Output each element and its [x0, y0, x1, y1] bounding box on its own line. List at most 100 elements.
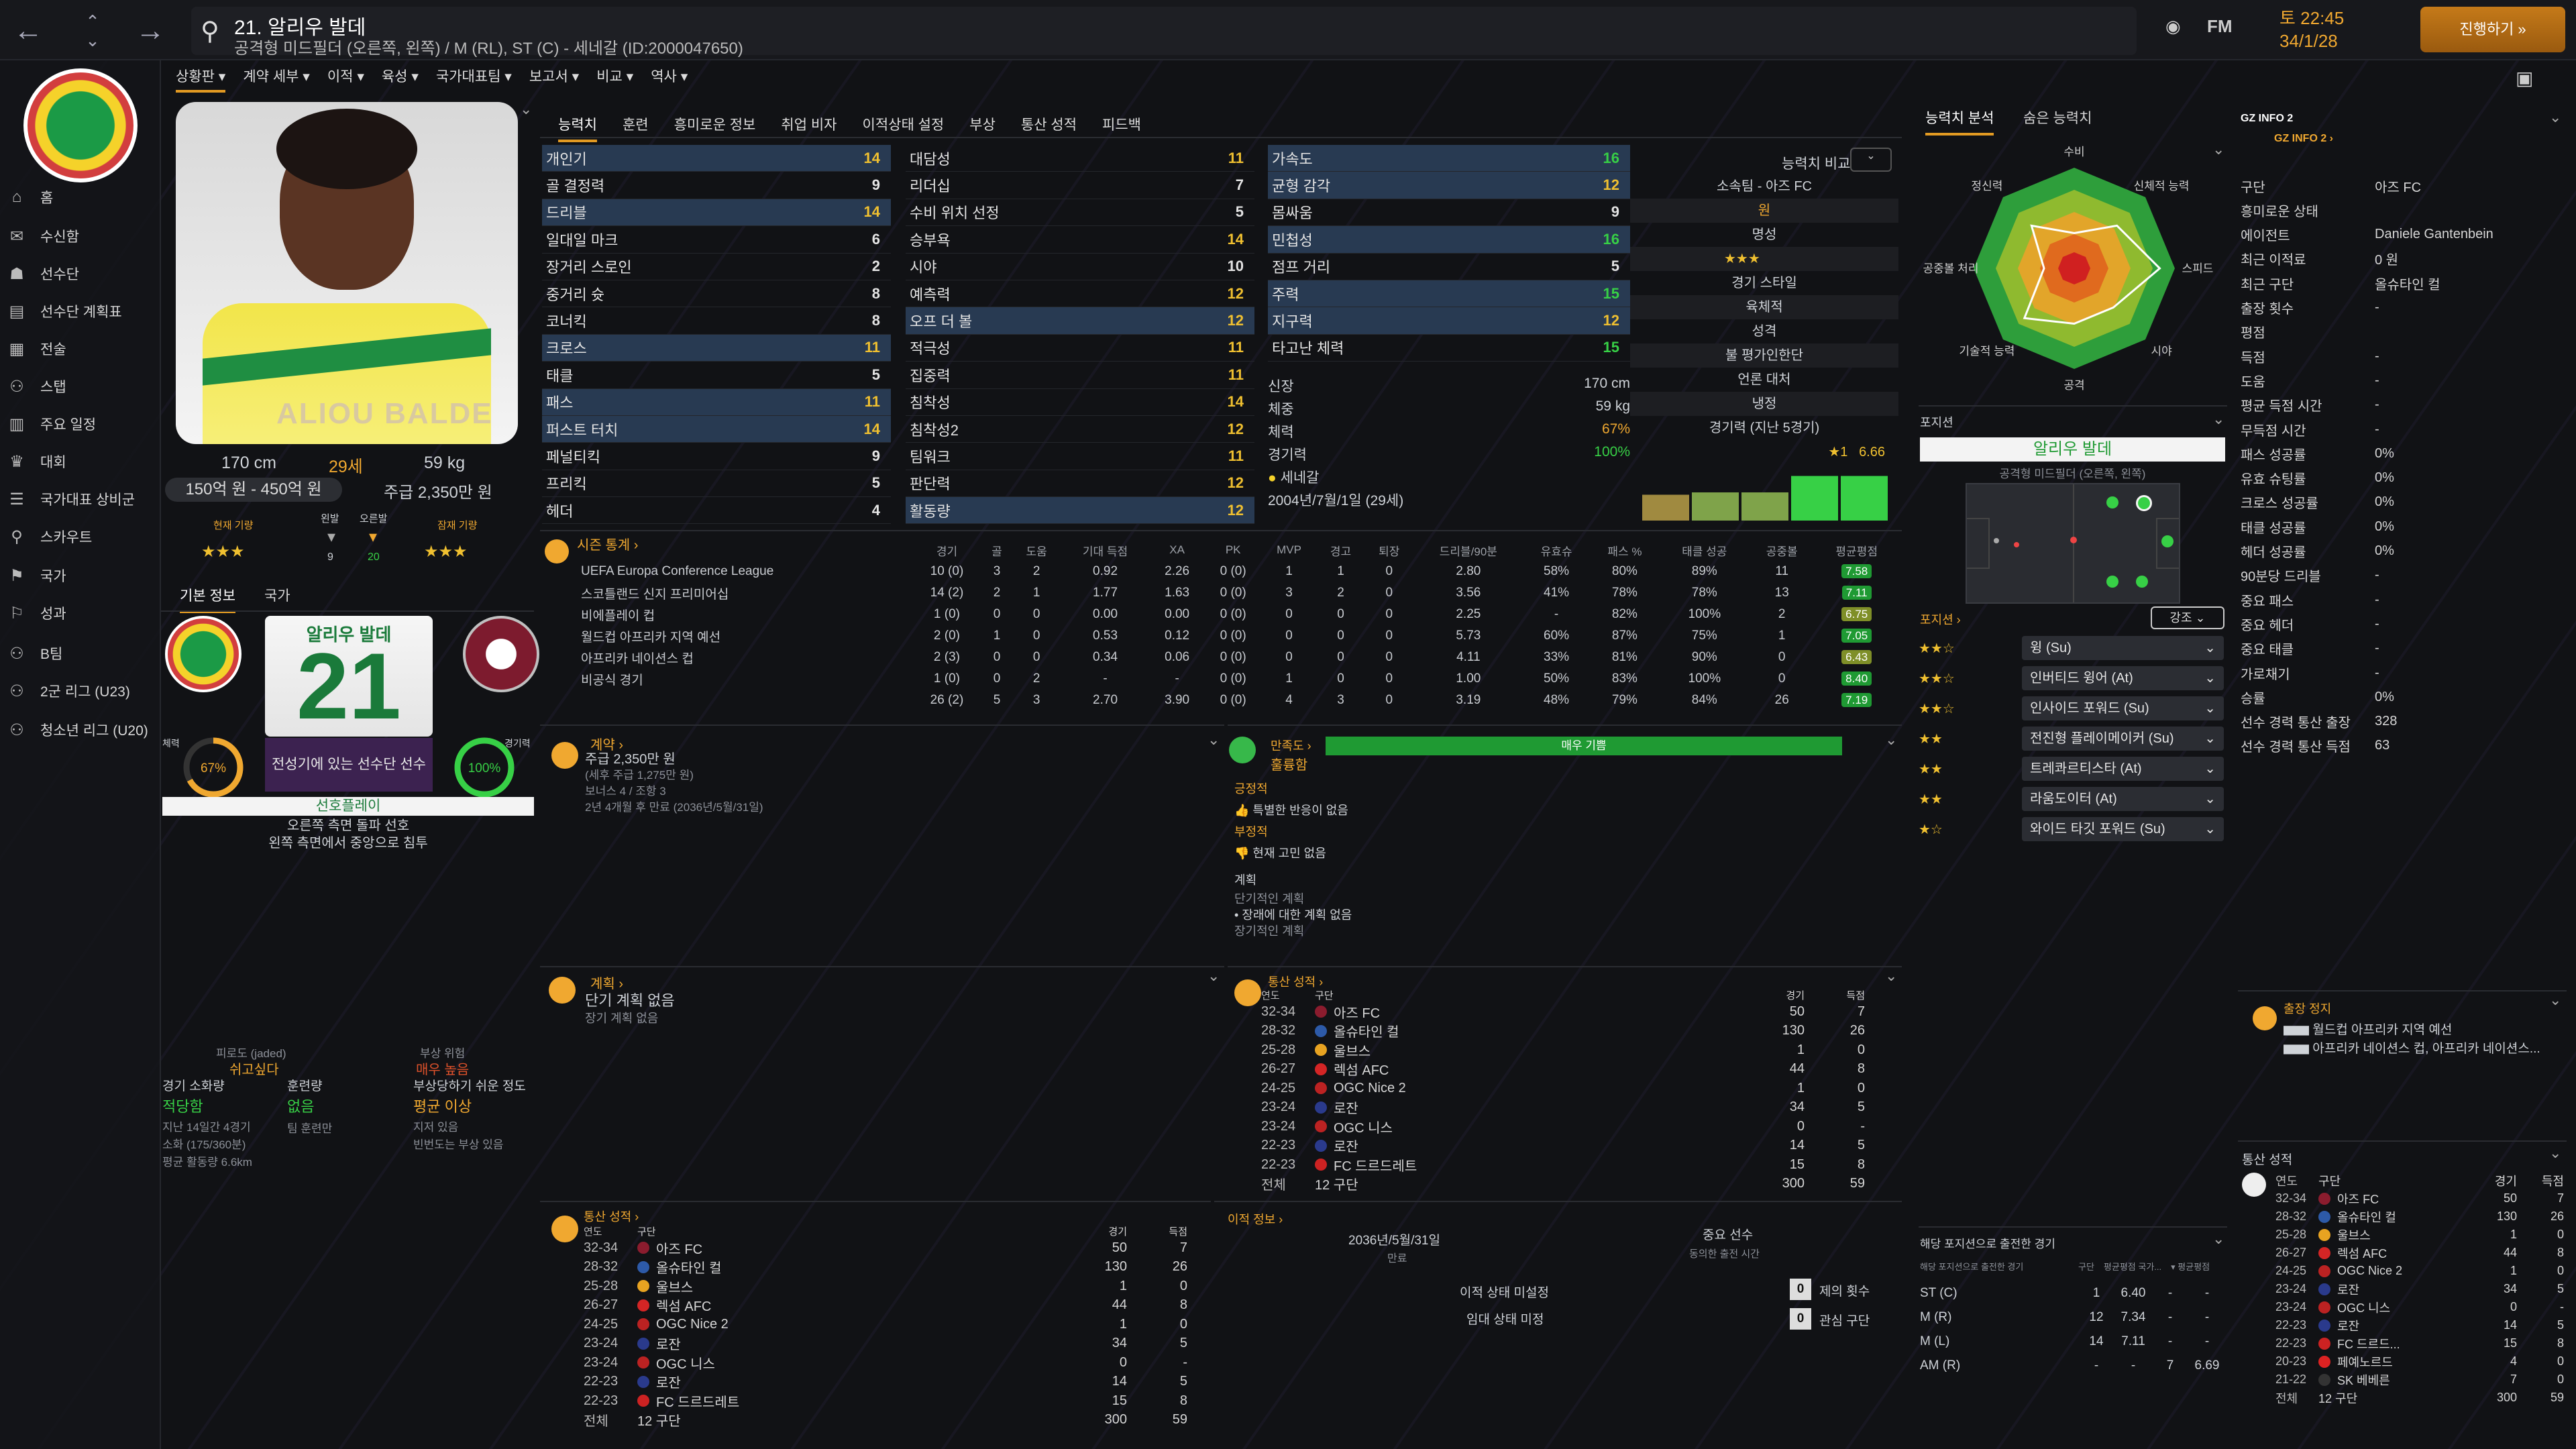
- fm-logo-icon[interactable]: FM: [2207, 16, 2233, 36]
- attribute-row[interactable]: 예측력 12: [906, 280, 1254, 308]
- role-row[interactable]: ★★ 라움도이터 (At) ⌄: [1919, 786, 2224, 812]
- role-dropdown[interactable]: 인버티드 윙어 (At) ⌄: [2022, 666, 2224, 690]
- profile-tab[interactable]: 능력치: [558, 114, 597, 142]
- career-row[interactable]: 22-23 로잔 14 5: [584, 1373, 1187, 1392]
- sidebar-item[interactable]: ▤ 선수단 계획표: [7, 297, 158, 326]
- role-dropdown[interactable]: 라움도이터 (At) ⌄: [2022, 787, 2224, 811]
- globe-icon[interactable]: ◉: [2165, 16, 2181, 36]
- sidebar-item[interactable]: ☗ 선수단: [7, 259, 158, 288]
- role-row[interactable]: ★★☆ 인사이드 포워드 (Su) ⌄: [1919, 695, 2224, 722]
- sidebar-item[interactable]: ⚑ 국가: [7, 561, 158, 590]
- column-header[interactable]: PK: [1225, 543, 1241, 556]
- attribute-row[interactable]: 점프 거리 5: [1268, 254, 1630, 280]
- career-title[interactable]: 통산 성적 ›: [1268, 975, 1324, 989]
- forward-button[interactable]: →: [136, 14, 165, 47]
- subnav-item[interactable]: 국가대표팀 ▾: [435, 69, 512, 85]
- attribute-row[interactable]: 리더십 7: [906, 172, 1254, 199]
- attribute-row[interactable]: 페널티킥 9: [542, 443, 891, 470]
- sidebar-item[interactable]: ☰ 국가대표 상비군: [7, 484, 158, 514]
- gz-info-subtitle[interactable]: GZ INFO 2 ›: [2274, 133, 2333, 144]
- attribute-row[interactable]: 승부욕 14: [906, 226, 1254, 254]
- attribute-row[interactable]: 지구력 12: [1268, 307, 1630, 335]
- chevron-down-icon[interactable]: ⌄: [1885, 731, 1898, 748]
- attribute-row[interactable]: 적극성 11: [906, 335, 1254, 362]
- attribute-row[interactable]: 중거리 슛 8: [542, 280, 891, 308]
- player-header[interactable]: ⚲ 21. 알리우 발데 공격형 미드필더 (오른쪽, 왼쪽) / M (RL)…: [191, 7, 2137, 58]
- sidebar-item[interactable]: ♛ 대회: [7, 447, 158, 476]
- career-row[interactable]: 24-25 OGC Nice 2 1 0: [1261, 1079, 1865, 1098]
- back-button[interactable]: ←: [13, 14, 43, 47]
- attribute-row[interactable]: 드리블 14: [542, 199, 891, 227]
- nav-up-down-button[interactable]: ⌃ ⌄: [85, 11, 100, 50]
- role-dropdown[interactable]: 와이드 타깃 포워드 (Su) ⌄: [2022, 817, 2224, 841]
- role-dropdown[interactable]: 인사이드 포워드 (Su) ⌄: [2022, 696, 2224, 720]
- attribute-row[interactable]: 오프 더 볼 12: [906, 307, 1254, 335]
- attribute-row[interactable]: 팀워크 11: [906, 443, 1254, 470]
- table-row[interactable]: 비에플레이 컵 1 (0) 0 0 0.00 0.00 0 (0) 0 0 0 2.25 - 82% 10…: [577, 604, 1898, 625]
- tab-attribute-analysis[interactable]: 능력치 분석: [1925, 107, 1994, 136]
- table-row[interactable]: 월드컵 아프리카 지역 예선 2 (0) 1 0 0.53 0.12 0 (0) 0 0 0 5.7…: [577, 625, 1898, 647]
- attribute-row[interactable]: 집중력 11: [906, 362, 1254, 389]
- chevron-down-icon[interactable]: ⌄: [2212, 411, 2225, 427]
- profile-tab[interactable]: 피드백: [1102, 117, 1141, 133]
- profile-tab[interactable]: 통산 성적: [1020, 117, 1077, 133]
- career-row[interactable]: 23-24 로잔 34 5: [1261, 1098, 1865, 1118]
- column-header[interactable]: 드리블/90분: [1439, 545, 1497, 558]
- column-header[interactable]: 기대 득점: [1082, 545, 1128, 558]
- sidebar-item[interactable]: ▦ 전술: [7, 334, 158, 364]
- attribute-row[interactable]: 골 결정력 9: [542, 172, 891, 199]
- career-row[interactable]: 28-32 올슈타인 컬 130 26: [1261, 1022, 1865, 1041]
- career-row[interactable]: 20-23 페예노르드 4 0: [2275, 1352, 2564, 1371]
- transfer-title[interactable]: 이적 정보 ›: [1228, 1213, 1283, 1226]
- sidebar-item[interactable]: ⌂ 홈: [7, 182, 158, 212]
- career-row[interactable]: 28-32 올슈타인 컬 130 26: [2275, 1208, 2564, 1226]
- column-header[interactable]: MVP: [1277, 543, 1301, 556]
- career-row[interactable]: 32-34 아즈 FC 50 7: [2275, 1189, 2564, 1208]
- column-header[interactable]: 패스 %: [1607, 545, 1642, 558]
- sidebar-item[interactable]: ⚇ B팀: [7, 639, 158, 668]
- career-row[interactable]: 23-24 로잔 34 5: [2275, 1280, 2564, 1298]
- sidebar-item[interactable]: ▥ 주요 일정: [7, 409, 158, 439]
- tab-basic-info[interactable]: 기본 정보: [180, 585, 236, 613]
- column-header[interactable]: 경고: [1330, 545, 1352, 558]
- role-dropdown[interactable]: 전진형 플레이메이커 (Su) ⌄: [2022, 727, 2224, 751]
- column-header[interactable]: 평균평점: [1835, 545, 1878, 558]
- career-row[interactable]: 24-25 OGC Nice 2 1 0: [584, 1315, 1187, 1334]
- chevron-down-icon[interactable]: ⌄: [520, 101, 533, 117]
- attribute-row[interactable]: 주력 15: [1268, 280, 1630, 308]
- role-row[interactable]: ★★☆ 인버티드 윙어 (At) ⌄: [1919, 665, 2224, 692]
- role-row[interactable]: ★☆ 와이드 타깃 포워드 (Su) ⌄: [1919, 816, 2224, 843]
- career-row[interactable]: 23-24 OGC 니스 0 -: [584, 1353, 1187, 1373]
- column-header[interactable]: 유효슈: [1540, 545, 1572, 558]
- attribute-row[interactable]: 코너킥 8: [542, 307, 891, 335]
- column-header[interactable]: 퇴장: [1379, 545, 1400, 558]
- career-row[interactable]: 22-23 로잔 14 5: [1261, 1136, 1865, 1156]
- column-header[interactable]: 태클 성공: [1682, 545, 1727, 558]
- career-row[interactable]: 26-27 렉섬 AFC 44 8: [584, 1296, 1187, 1316]
- tab-nation[interactable]: 국가: [264, 588, 290, 604]
- attribute-row[interactable]: 태클 5: [542, 362, 891, 389]
- attribute-row[interactable]: 헤더 4: [542, 497, 891, 525]
- attribute-row[interactable]: 시야 10: [906, 254, 1254, 280]
- layout-icon[interactable]: ▣: [2516, 68, 2534, 89]
- attribute-row[interactable]: 판단력 12: [906, 470, 1254, 498]
- role-row[interactable]: ★★ 전진형 플레이메이커 (Su) ⌄: [1919, 725, 2224, 752]
- career-row[interactable]: 23-24 OGC 니스 0 -: [2275, 1298, 2564, 1316]
- sidebar-item[interactable]: ⚐ 성과: [7, 598, 158, 628]
- attribute-row[interactable]: 퍼스트 터치 14: [542, 415, 891, 443]
- chevron-down-icon[interactable]: ⌄: [2549, 109, 2562, 125]
- subnav-item[interactable]: 역사 ▾: [651, 69, 688, 85]
- attribute-row[interactable]: 수비 위치 선정 5: [906, 199, 1254, 227]
- career-row[interactable]: 26-27 렉섬 AFC 44 8: [1261, 1060, 1865, 1079]
- role-dropdown[interactable]: 윙 (Su) ⌄: [2022, 636, 2224, 660]
- sidebar-item[interactable]: ⚇ 2군 리그 (U23): [7, 676, 158, 706]
- career-row[interactable]: 22-23 로잔 14 5: [2275, 1316, 2564, 1334]
- profile-tab[interactable]: 이적상태 설정: [862, 117, 945, 133]
- chevron-down-icon[interactable]: ⌄: [2549, 991, 2562, 1008]
- season-stats-title[interactable]: 시즌 통계 ›: [577, 538, 639, 553]
- subnav-item[interactable]: 비교 ▾: [596, 69, 634, 85]
- subnav-item[interactable]: 이적 ▾: [327, 69, 364, 85]
- table-row[interactable]: UEFA Europa Conference League 10 (0) 3 2 0.9…: [577, 561, 1898, 582]
- sidebar-item[interactable]: ✉ 수신함: [7, 221, 158, 251]
- contract-title[interactable]: 계약 ›: [590, 738, 624, 753]
